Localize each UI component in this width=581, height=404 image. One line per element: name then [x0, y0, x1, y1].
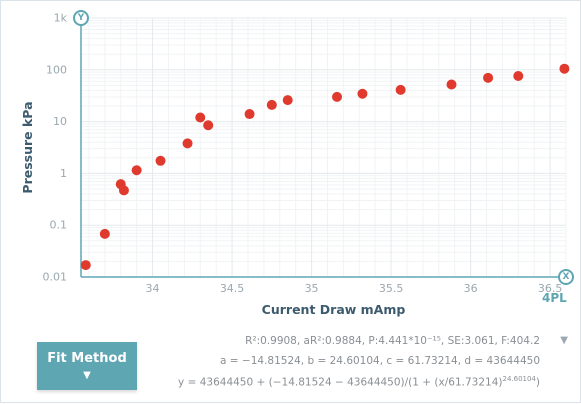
data-point: [99, 228, 110, 239]
chevron-down-icon: ▼: [83, 370, 91, 381]
data-point: [357, 88, 368, 99]
y-tick-label: 0.01: [43, 271, 68, 284]
data-point: [195, 112, 206, 123]
fit-equation: y = 43644450 + (−14.81524 − 43644450)/(1…: [178, 375, 540, 389]
chart-grid: [81, 17, 567, 278]
data-points: [80, 63, 570, 271]
x-tick-label: 34: [146, 282, 160, 295]
data-point: [282, 95, 293, 106]
x-axis-title: Current Draw mAmp: [262, 302, 406, 317]
x-tick-label: 35: [305, 282, 319, 295]
stats-collapse-icon[interactable]: ▼: [560, 335, 568, 346]
y-tick-label: 1k: [54, 12, 68, 25]
data-point: [155, 155, 166, 166]
data-point: [80, 260, 91, 271]
data-point: [118, 185, 129, 196]
chart-ticks: 0.01 0.1 1 10 100 1k 34 34.5 35 35.5 36 36.5: [43, 12, 563, 296]
data-point: [332, 91, 343, 102]
chart-axes: [80, 18, 566, 278]
x-tick-label: 35.5: [379, 282, 404, 295]
fit-method-button[interactable]: Fit Method ▼: [37, 342, 137, 390]
y-tick-label: 0.1: [50, 219, 68, 232]
fit-method-label: Fit Method: [47, 351, 127, 366]
y-axis-badge[interactable]: Y: [73, 10, 89, 26]
y-tick-label: 100: [46, 63, 67, 76]
data-point: [131, 165, 142, 176]
x-tick-label: 36: [464, 282, 478, 295]
data-point: [483, 72, 494, 83]
data-point: [395, 84, 406, 95]
y-tick-label: 10: [53, 115, 67, 128]
fit-equation-exponent: 24.60104: [502, 375, 536, 383]
fit-equation-main: y = 43644450 + (−14.81524 − 43644450)/(1…: [178, 376, 503, 389]
y-axis-badge-label: Y: [77, 13, 85, 23]
x-tick-label: 36.5: [538, 282, 563, 295]
x-axis-badge-label: X: [563, 272, 570, 282]
y-tick-label: 1: [60, 167, 67, 180]
data-point: [446, 79, 457, 90]
y-axis-title: Pressure kPa: [20, 101, 35, 193]
fit-equation-close: ): [535, 376, 540, 389]
data-point: [559, 63, 570, 74]
model-label: 4PL: [542, 291, 567, 305]
fit-parameters: a = −14.81524, b = 24.60104, c = 61.7321…: [220, 355, 540, 367]
data-point: [266, 99, 277, 110]
x-tick-label: 34.5: [220, 282, 245, 295]
x-axis-badge[interactable]: X: [558, 269, 574, 285]
data-point: [203, 120, 214, 131]
data-point: [244, 109, 255, 120]
data-point: [513, 70, 524, 81]
data-point: [182, 138, 193, 149]
fit-statistics: R²:0.9908, aR²:0.9884, P:4.441*10⁻¹⁵, SE…: [245, 335, 540, 347]
